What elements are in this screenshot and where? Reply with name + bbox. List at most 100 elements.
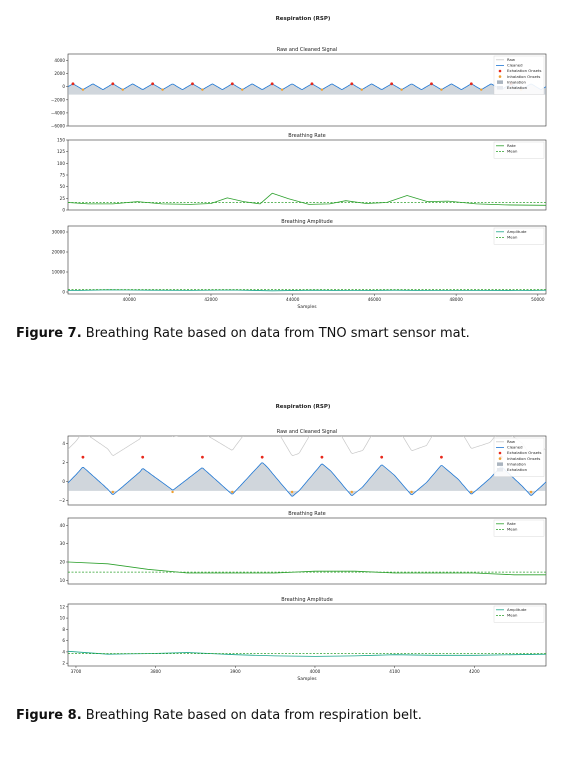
- inhalation-onset-marker: [241, 88, 244, 91]
- figure-8-caption-text: Breathing Rate based on data from respir…: [81, 708, 422, 723]
- inhalation-onset-marker: [320, 88, 324, 91]
- y-tick-label: 10: [60, 616, 66, 621]
- panel-title: Breathing Amplitude: [281, 219, 333, 225]
- plot-area: [68, 82, 546, 95]
- legend-entry: Amplitude: [507, 607, 527, 612]
- y-tick-label: 4: [62, 441, 65, 446]
- legend-marker: [498, 457, 502, 460]
- inhalation-onset-marker: [121, 88, 124, 91]
- inhalation-shading: [68, 462, 546, 497]
- legend-entry: Mean: [507, 235, 518, 240]
- y-tick-label: 12: [60, 604, 66, 609]
- legend-frame: [493, 141, 545, 159]
- series-amplitude: [68, 289, 546, 292]
- y-tick-label: 4000: [54, 58, 65, 63]
- legend-entry: Cleaned: [507, 445, 523, 450]
- y-tick-label: −2: [59, 498, 66, 503]
- panel-title: Breathing Rate: [288, 511, 325, 517]
- legend-frame: [493, 519, 545, 537]
- y-tick-label: −6000: [51, 124, 66, 129]
- exhalation-onset-marker: [71, 82, 75, 86]
- legend-entry: Rate: [507, 521, 516, 526]
- figure-8-chart: Respiration (RSP) Raw and Cleaned Signal 4…: [58, 398, 548, 690]
- fig7-svg: Respiration (RSP) Raw and Cleaned Signal 4…: [51, 16, 547, 310]
- fig8-svg: Respiration (RSP) Raw and Cleaned Signal 4…: [59, 404, 547, 682]
- series-cleaned: [68, 83, 546, 91]
- legend-swatch: [497, 80, 503, 84]
- exhalation-onset-marker: [320, 455, 324, 459]
- y-tick-label: 0: [62, 479, 65, 484]
- figure-7-caption-text: Breathing Rate based on data from TNO sm…: [81, 326, 470, 341]
- legend-marker: [498, 69, 502, 73]
- legend-entry: Exhalation Onsets: [507, 68, 541, 73]
- x-tick-label: 48000: [449, 297, 463, 302]
- figure-suptitle: Respiration (RSP): [276, 16, 331, 22]
- legend-entry: Amplitude: [507, 229, 527, 234]
- figure-7-caption: Figure 7. Breathing Rate based on data f…: [16, 326, 470, 341]
- inhalation-onset-marker: [111, 490, 115, 494]
- legend-frame: [493, 227, 545, 245]
- panel-frame: [67, 139, 547, 211]
- inhalation-onset-marker: [201, 88, 204, 91]
- plot-area: [68, 289, 546, 292]
- exhalation-onset-marker: [440, 455, 443, 459]
- x-axis-label: Samples: [297, 304, 317, 310]
- panel-signal: Raw and Cleaned Signal420−2RawCleanedExh…: [59, 429, 547, 506]
- x-axis-label: Samples: [297, 676, 317, 682]
- panel-frame: [67, 435, 547, 506]
- y-tick-label: 25: [60, 196, 66, 201]
- legend-entry: Raw: [507, 439, 515, 444]
- inhalation-onset-marker: [529, 490, 533, 494]
- y-tick-label: 0: [62, 84, 65, 89]
- legend-entry: Inhalation Onsets: [507, 74, 540, 79]
- legend-entry: Inhalation: [507, 79, 527, 84]
- exhalation-onset-marker: [230, 82, 234, 86]
- x-tick-label: 40000: [123, 297, 137, 302]
- y-tick-label: 0: [62, 208, 65, 213]
- figure-7-chart: Respiration (RSP) Raw and Cleaned Signal 4…: [51, 10, 548, 310]
- x-tick-label: 4000: [310, 669, 321, 674]
- y-tick-label: 2: [62, 661, 65, 666]
- legend-entry: Exhalation Onsets: [507, 450, 541, 455]
- legend-entry: Mean: [507, 613, 518, 618]
- y-tick-label: 4: [62, 649, 65, 654]
- inhalation-onset-marker: [81, 88, 85, 91]
- y-tick-label: 2: [62, 460, 65, 465]
- x-tick-label: 46000: [368, 297, 382, 302]
- y-tick-label: 30000: [52, 230, 66, 235]
- y-tick-label: 10: [60, 578, 66, 583]
- panel-title: Raw and Cleaned Signal: [277, 47, 338, 53]
- exhalation-onset-marker: [151, 82, 155, 86]
- legend-entry: Mean: [507, 527, 518, 532]
- exhalation-onset-marker: [350, 82, 354, 86]
- exhalation-onset-marker: [260, 455, 264, 459]
- y-tick-label: 50: [60, 184, 66, 189]
- y-tick-label: 150: [57, 138, 65, 143]
- y-tick-label: 2000: [54, 71, 65, 76]
- x-tick-label: 44000: [286, 297, 300, 302]
- y-tick-label: 75: [60, 173, 66, 178]
- y-tick-label: 20: [60, 560, 66, 565]
- inhalation-onset-marker: [360, 88, 363, 91]
- panel-amplitude: Breathing Amplitude 12 10 8 6 4 2 3700 3800 3900 4…: [60, 597, 547, 682]
- figure-8-caption: Figure 8. Breathing Rate based on data f…: [16, 708, 422, 723]
- inhalation-onset-marker: [350, 490, 354, 494]
- panel-signal: Raw and Cleaned Signal 4000 2000 0 −2000 −400…: [51, 47, 547, 129]
- exhalation-onset-marker: [191, 82, 194, 86]
- inhalation-onset-marker: [280, 88, 284, 91]
- y-tick-label: 8: [62, 627, 65, 632]
- legend-entry: Cleaned: [507, 63, 523, 68]
- series-amplitude: [68, 650, 546, 657]
- panel-frame: [67, 517, 547, 585]
- legend-marker: [498, 75, 502, 78]
- exhalation-onset-marker: [390, 82, 394, 86]
- y-tick-label: 100: [57, 161, 65, 166]
- inhalation-onset-marker: [480, 88, 483, 91]
- x-tick-label: 3800: [150, 669, 161, 674]
- exhalation-onset-marker: [81, 455, 85, 459]
